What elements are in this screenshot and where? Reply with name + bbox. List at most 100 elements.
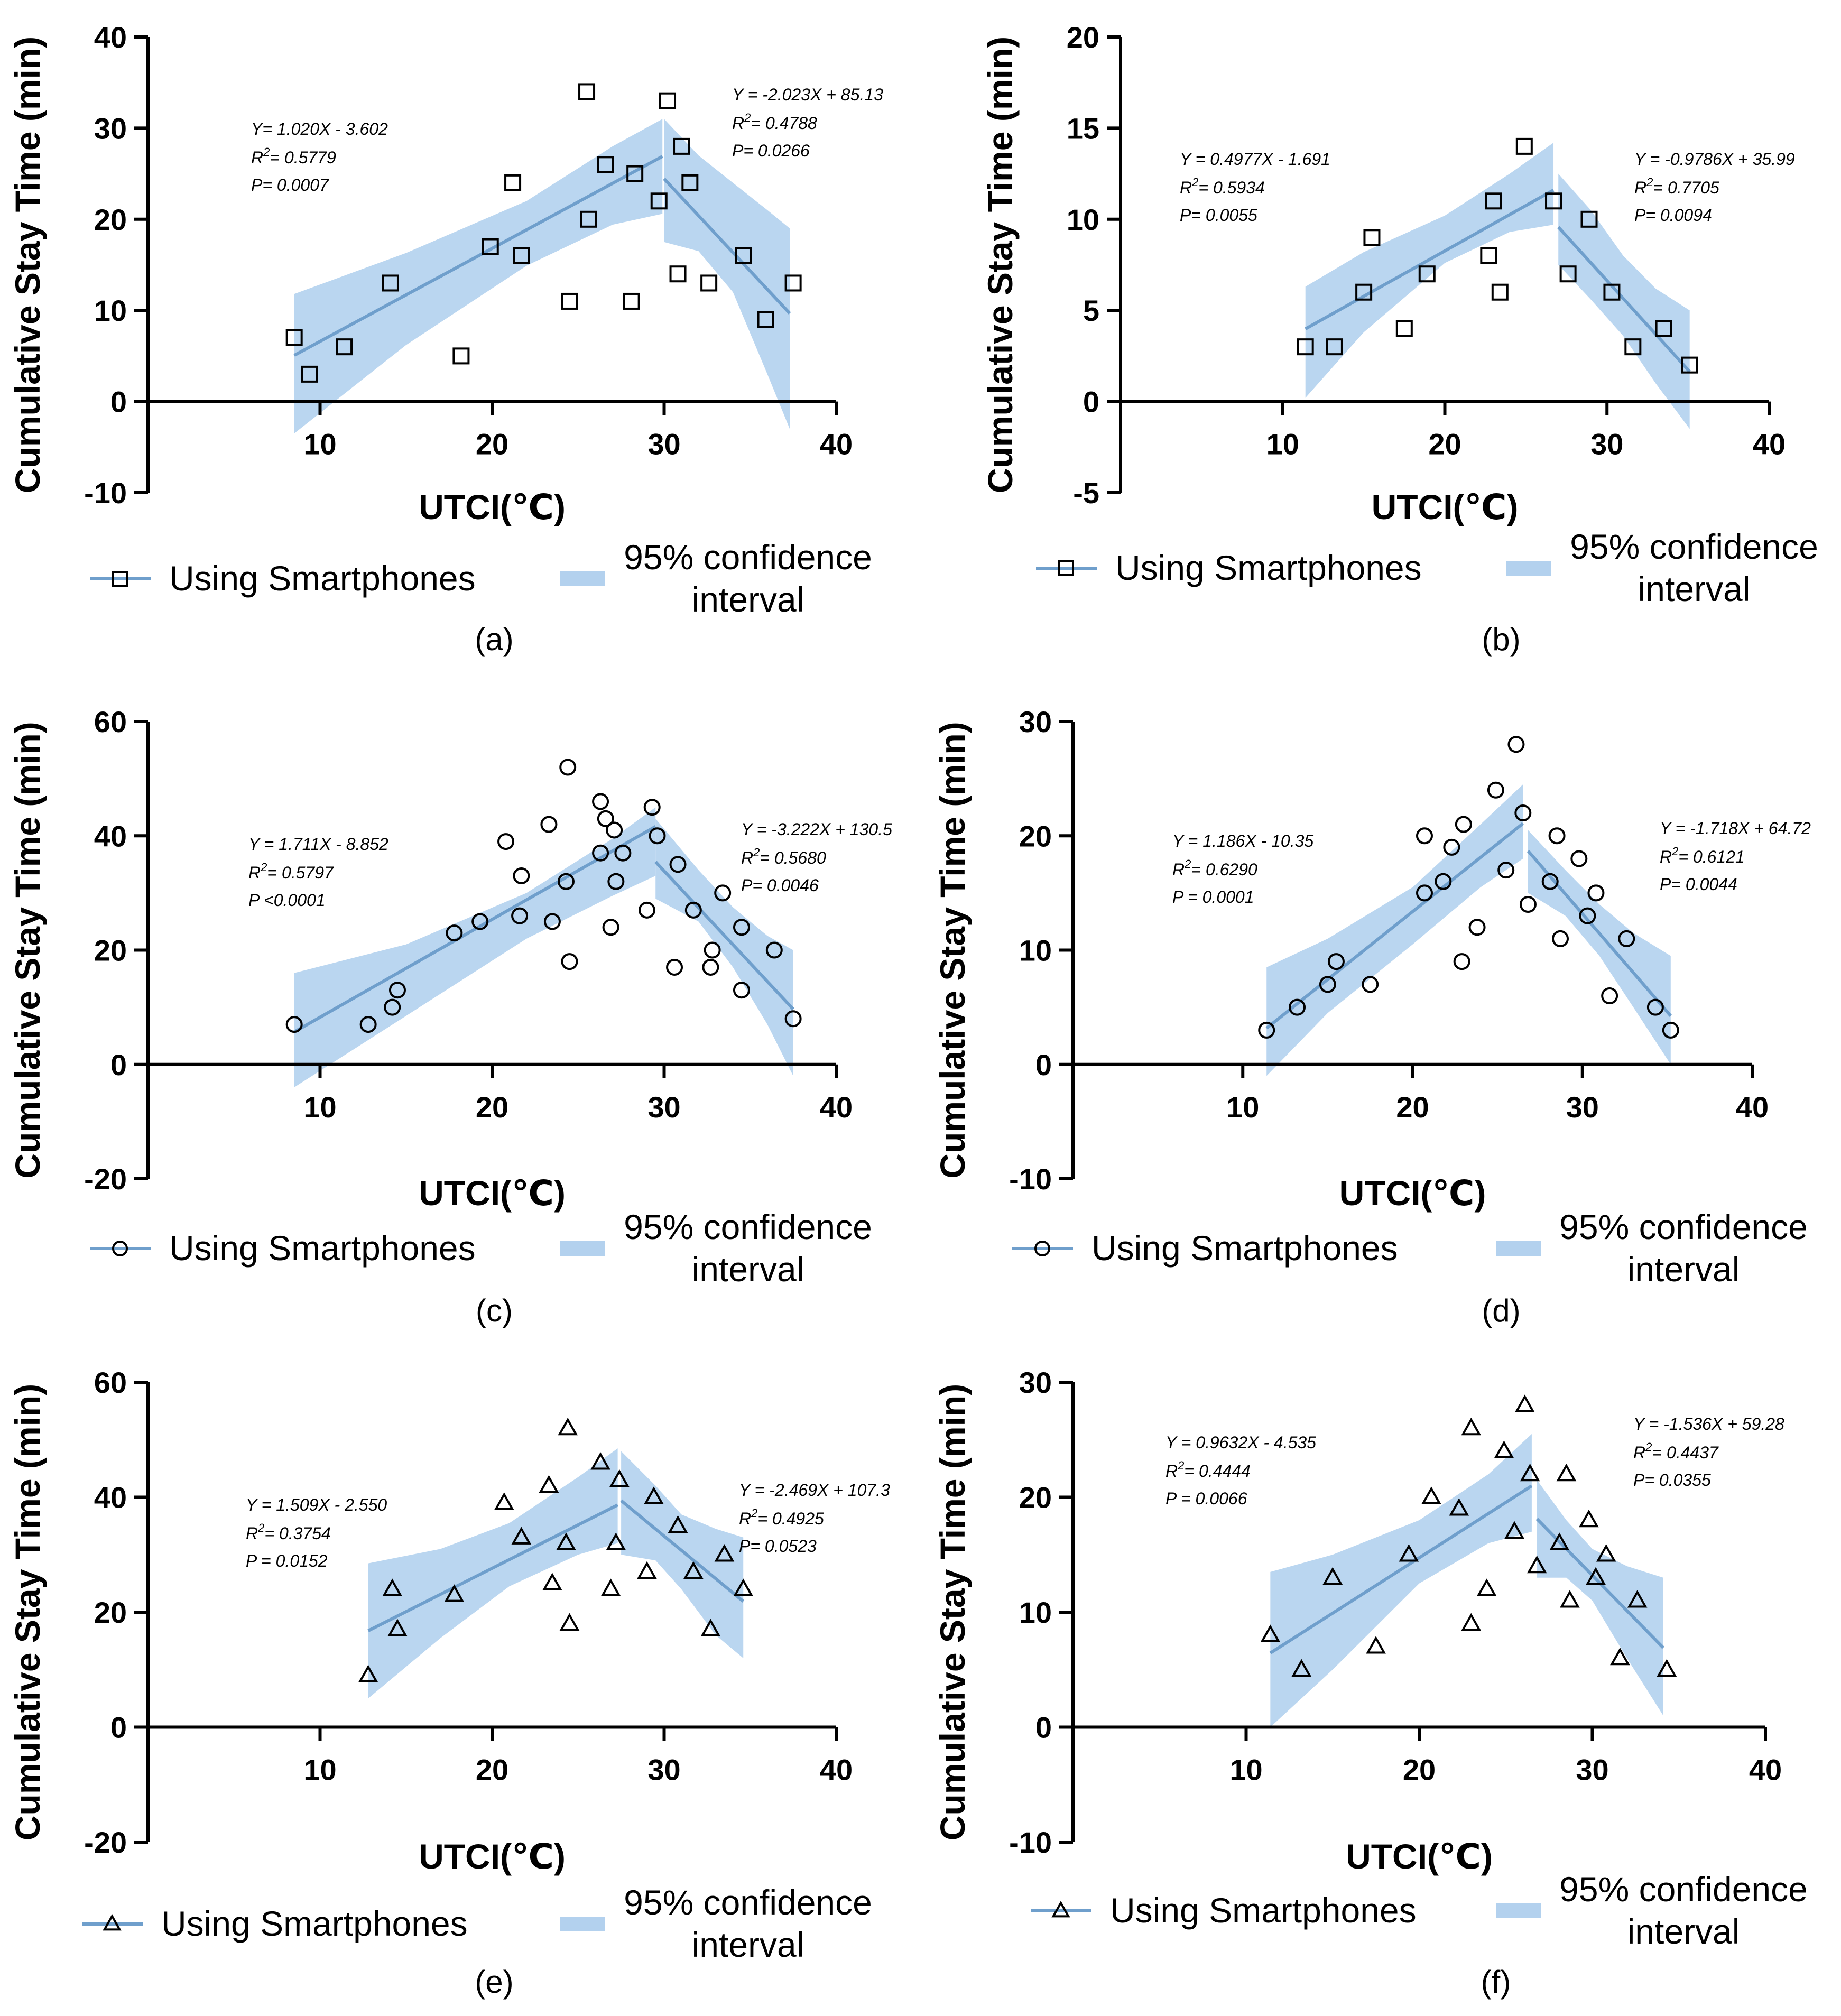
x-tick-label: 40	[820, 1090, 853, 1124]
data-point	[600, 1578, 621, 1596]
data-point	[1560, 1590, 1580, 1608]
legend-label-series: Using Smartphones	[169, 559, 476, 598]
r-squared-left: R2= 0.6290	[1172, 857, 1257, 879]
data-point	[482, 238, 499, 255]
chart-panel-d: -10 0 10 20 30 10 20 30 40 UTCI(℃) Cumulative Stay…	[933, 705, 1811, 1328]
panel-caption: (e)	[475, 1964, 513, 2000]
data-point	[494, 1492, 514, 1510]
data-point	[607, 873, 625, 890]
data-point	[700, 1619, 721, 1636]
y-axis-label: Cumulative Stay Time (min)	[933, 722, 972, 1178]
data-point	[602, 919, 619, 936]
legend-label-series: Using Smartphones	[1091, 1228, 1398, 1268]
data-point	[784, 1010, 802, 1028]
x-tick-label: 10	[303, 428, 336, 461]
confidence-band-right	[621, 1451, 744, 1658]
equation-right: Y = -0.9786X + 35.99	[1634, 150, 1795, 169]
confidence-band-left	[294, 119, 663, 433]
data-point	[1461, 1613, 1482, 1631]
confidence-band-right	[1537, 1479, 1663, 1716]
data-point	[1319, 976, 1336, 993]
p-value-right: P= 0.0355	[1633, 1471, 1711, 1490]
data-point	[1520, 1463, 1540, 1482]
regression-line-right	[663, 178, 791, 315]
data-point	[597, 810, 614, 827]
y-tick-label: 0	[110, 1048, 127, 1081]
data-point	[1570, 850, 1588, 867]
legend-marker	[112, 1241, 128, 1256]
panel-caption: (a)	[475, 622, 513, 657]
regression-line-left	[293, 155, 663, 357]
data-point	[1468, 919, 1486, 936]
data-point	[471, 913, 489, 930]
data-point	[1421, 1486, 1441, 1504]
confidence-band-left	[1266, 784, 1523, 1076]
x-axis-label: UTCI(℃)	[1372, 487, 1519, 526]
data-point	[511, 907, 529, 924]
data-point	[683, 1561, 704, 1579]
x-axis-label: UTCI(℃)	[1339, 1173, 1486, 1213]
data-point	[1655, 320, 1672, 337]
data-point	[1603, 283, 1621, 301]
y-tick-label: 15	[1067, 112, 1099, 145]
legend-marker	[1034, 1241, 1050, 1256]
y-tick-label: 0	[1035, 1711, 1052, 1744]
data-point	[1549, 1532, 1570, 1550]
data-point	[1461, 1417, 1482, 1436]
p-value-right: P= 0.0266	[732, 141, 810, 160]
data-point	[1480, 247, 1497, 264]
data-point	[733, 1578, 754, 1596]
data-point	[704, 941, 721, 959]
data-point	[1326, 338, 1343, 356]
data-point	[1260, 1624, 1281, 1642]
legend-marker	[1051, 1900, 1070, 1918]
data-point	[684, 901, 702, 919]
y-axis-label: Cumulative Stay Time (min)	[8, 36, 47, 493]
regression-line-right	[1557, 226, 1691, 373]
y-tick-label: 20	[94, 1596, 127, 1629]
y-tick-label: 0	[110, 1711, 127, 1744]
data-point	[1601, 987, 1618, 1004]
legend-band-swatch	[560, 1241, 605, 1256]
data-point	[1455, 816, 1472, 833]
x-tick-label: 10	[303, 1753, 336, 1787]
data-point	[561, 292, 578, 310]
equation-right: Y = -2.023X + 85.13	[732, 85, 883, 104]
x-axis-label: UTCI(℃)	[419, 1173, 566, 1213]
data-point	[643, 799, 661, 816]
panel-caption: (d)	[1482, 1293, 1520, 1328]
regression-line-right	[1527, 849, 1672, 1017]
p-value-left: P= 0.0007	[251, 175, 329, 195]
data-point	[609, 1469, 630, 1487]
legend-label-ci-line2: interval	[1627, 1912, 1740, 1951]
data-point	[511, 1527, 532, 1545]
data-point	[784, 274, 802, 292]
data-point	[285, 1016, 303, 1033]
legend-band-swatch	[1496, 1903, 1541, 1918]
data-point	[606, 1532, 626, 1550]
regression-line-right	[654, 861, 794, 1011]
data-point	[1504, 1521, 1524, 1539]
data-point	[1258, 1021, 1275, 1039]
data-point	[388, 982, 406, 999]
p-value-left: P = 0.0152	[246, 1551, 328, 1570]
r-squared-right: R2= 0.4788	[732, 111, 817, 133]
legend-label-ci-line2: interval	[692, 580, 804, 619]
data-point	[384, 998, 401, 1016]
legend-marker	[112, 571, 128, 587]
x-tick-label: 30	[1566, 1090, 1599, 1124]
data-point	[597, 156, 614, 173]
data-point	[681, 174, 699, 191]
regression-line-left	[1305, 189, 1555, 330]
data-point	[1418, 265, 1436, 283]
panel-caption: (c)	[476, 1293, 513, 1328]
legend-band-swatch	[560, 1917, 605, 1931]
data-point	[1662, 1021, 1679, 1039]
equation-left: Y = 0.4977X - 1.691	[1180, 150, 1330, 169]
x-tick-label: 10	[303, 1090, 336, 1124]
x-tick-label: 20	[476, 428, 508, 461]
data-point	[1618, 930, 1635, 947]
